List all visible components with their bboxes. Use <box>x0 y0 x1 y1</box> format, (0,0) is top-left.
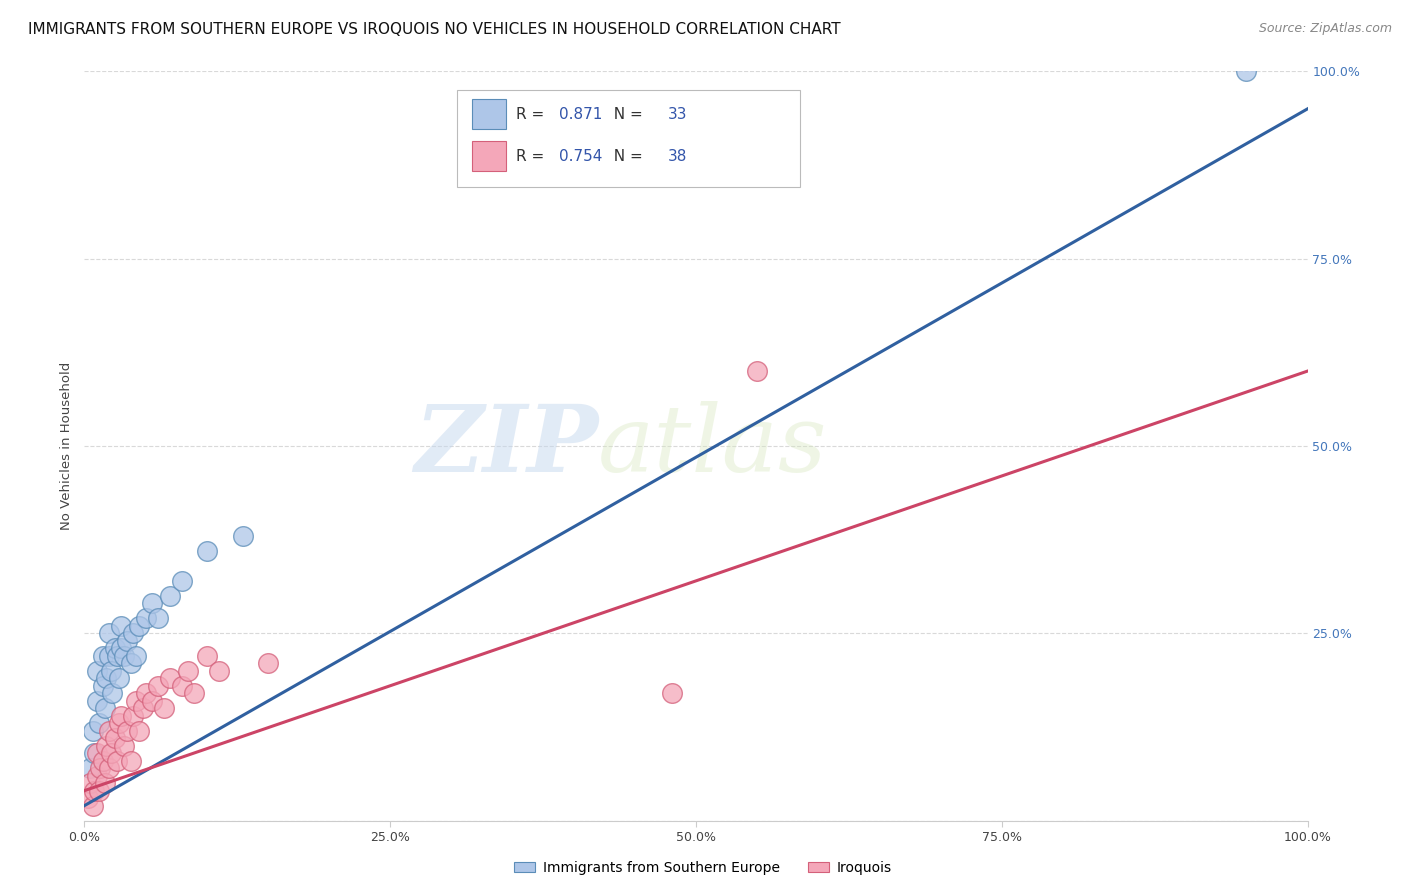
Point <box>94 701 117 715</box>
Point <box>82 723 104 738</box>
Point <box>122 626 145 640</box>
Point <box>91 679 114 693</box>
Text: 33: 33 <box>668 106 688 121</box>
Point <box>107 671 129 685</box>
Point <box>87 716 110 731</box>
Point <box>104 731 127 746</box>
Point <box>97 761 120 775</box>
Text: R =: R = <box>516 149 550 163</box>
Point <box>128 619 150 633</box>
Text: N =: N = <box>605 149 648 163</box>
Point <box>83 746 105 760</box>
Text: 38: 38 <box>668 149 688 163</box>
Point <box>141 596 163 610</box>
Text: ZIP: ZIP <box>413 401 598 491</box>
Point <box>79 761 101 775</box>
Point <box>107 716 129 731</box>
Point <box>172 679 194 693</box>
Point <box>91 754 114 768</box>
Point <box>112 648 135 663</box>
Point <box>135 611 157 625</box>
Point <box>172 574 194 588</box>
Point <box>153 701 176 715</box>
Y-axis label: No Vehicles in Household: No Vehicles in Household <box>59 362 73 530</box>
Point <box>101 686 124 700</box>
Point <box>100 746 122 760</box>
Point <box>83 783 105 797</box>
Point <box>146 611 169 625</box>
Point <box>87 783 110 797</box>
Point <box>125 694 148 708</box>
Point <box>122 708 145 723</box>
Point <box>86 664 108 678</box>
Point <box>112 739 135 753</box>
Point <box>115 633 138 648</box>
Point <box>104 641 127 656</box>
FancyBboxPatch shape <box>457 90 800 187</box>
Point <box>141 694 163 708</box>
Point <box>128 723 150 738</box>
Point <box>100 664 122 678</box>
Point <box>159 671 181 685</box>
FancyBboxPatch shape <box>472 141 506 171</box>
Point <box>195 544 218 558</box>
Point <box>86 694 108 708</box>
Point <box>97 648 120 663</box>
Point <box>159 589 181 603</box>
Point <box>183 686 205 700</box>
Point <box>135 686 157 700</box>
Point <box>177 664 200 678</box>
Point <box>232 529 254 543</box>
Text: 0.871: 0.871 <box>560 106 602 121</box>
Point <box>125 648 148 663</box>
Point <box>208 664 231 678</box>
Point <box>96 671 118 685</box>
Point <box>86 769 108 783</box>
Point <box>86 746 108 760</box>
Point <box>120 657 142 671</box>
Point <box>195 648 218 663</box>
Point <box>105 754 128 768</box>
Point <box>132 701 155 715</box>
Point <box>97 626 120 640</box>
Text: R =: R = <box>516 106 550 121</box>
Point <box>146 679 169 693</box>
Text: atlas: atlas <box>598 401 828 491</box>
Legend: Immigrants from Southern Europe, Iroquois: Immigrants from Southern Europe, Iroquoi… <box>509 855 897 880</box>
Point <box>77 791 100 805</box>
Text: 0.754: 0.754 <box>560 149 602 163</box>
Point <box>89 761 111 775</box>
Point <box>105 648 128 663</box>
Point <box>1236 64 1258 78</box>
Point <box>79 776 101 790</box>
Point <box>82 798 104 813</box>
Point <box>96 739 118 753</box>
Point <box>120 754 142 768</box>
Point <box>91 648 114 663</box>
Point <box>661 686 683 700</box>
Point <box>94 776 117 790</box>
Point <box>747 364 769 378</box>
Point <box>97 723 120 738</box>
Text: N =: N = <box>605 106 648 121</box>
Point <box>110 641 132 656</box>
Text: IMMIGRANTS FROM SOUTHERN EUROPE VS IROQUOIS NO VEHICLES IN HOUSEHOLD CORRELATION: IMMIGRANTS FROM SOUTHERN EUROPE VS IROQU… <box>28 22 841 37</box>
Point <box>110 619 132 633</box>
Point <box>257 657 280 671</box>
Text: Source: ZipAtlas.com: Source: ZipAtlas.com <box>1258 22 1392 36</box>
Point <box>115 723 138 738</box>
FancyBboxPatch shape <box>472 99 506 129</box>
Point <box>110 708 132 723</box>
